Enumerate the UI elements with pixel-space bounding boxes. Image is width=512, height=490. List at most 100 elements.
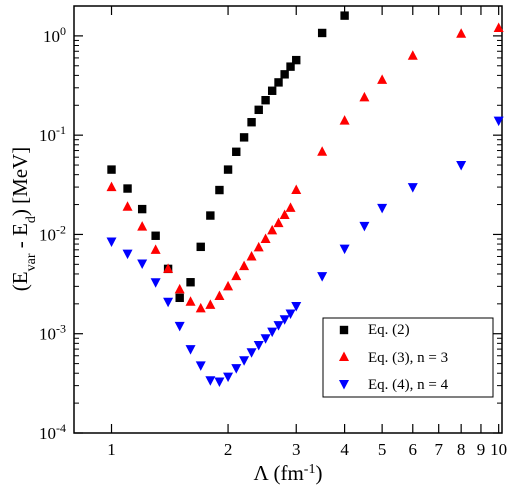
- data-point: [175, 293, 184, 303]
- data-point: [232, 147, 241, 156]
- legend-marker: [339, 325, 349, 335]
- data-point: [253, 340, 264, 351]
- data-point: [273, 321, 284, 331]
- x-tick-label: 1: [107, 440, 116, 459]
- data-point: [247, 118, 256, 127]
- y-tick-label: 10-3: [39, 322, 66, 344]
- data-point: [151, 231, 160, 240]
- data-point: [456, 28, 467, 38]
- data-point: [223, 372, 234, 383]
- data-point: [186, 278, 195, 287]
- data-point: [253, 241, 264, 252]
- data-point: [279, 315, 290, 325]
- data-point: [291, 184, 302, 195]
- x-axis-label: Λ (fm-1): [254, 461, 323, 485]
- data-point: [231, 364, 242, 374]
- data-point: [407, 183, 418, 193]
- y-axis-label-sub-b: d: [24, 216, 39, 223]
- data-point: [286, 62, 295, 71]
- data-point: [106, 237, 117, 247]
- data-point: [261, 96, 270, 105]
- data-point: [359, 91, 370, 102]
- y-tick-label: 10-4: [39, 421, 66, 443]
- data-point: [493, 116, 504, 127]
- data-point: [239, 133, 249, 142]
- legend-marker: [339, 351, 349, 361]
- x-axis-label-main: Λ (fm: [254, 461, 304, 485]
- x-tick-label: 7: [434, 440, 443, 459]
- data-point: [137, 221, 148, 231]
- y-axis-label: (Evar - Ed) [MeV]: [8, 147, 39, 291]
- data-point: [137, 259, 148, 269]
- data-point: [317, 28, 327, 38]
- data-point: [285, 202, 296, 212]
- y-tick-label: 10-1: [39, 123, 66, 145]
- data-point: [239, 356, 250, 366]
- y-tick-label: 10-2: [39, 222, 66, 244]
- x-tick-label: 10: [490, 440, 507, 459]
- data-point: [123, 184, 132, 193]
- y-tick-label: 100: [43, 24, 66, 46]
- data-point: [223, 165, 233, 174]
- data-point: [280, 70, 289, 79]
- data-marks: [106, 11, 504, 388]
- y-axis-label-a: (E: [8, 271, 32, 291]
- data-point: [214, 377, 225, 388]
- data-point: [246, 348, 257, 358]
- series-1: [107, 11, 349, 303]
- legend-label-eq4: Eq. (4), n = 4: [368, 377, 449, 393]
- data-point: [456, 161, 467, 171]
- data-point: [377, 203, 388, 214]
- data-point: [254, 105, 263, 115]
- x-tick-label: 4: [340, 440, 349, 459]
- y-axis-label-sub-a: var: [24, 253, 39, 271]
- y-axis-label-c: ) [MeV]: [8, 147, 32, 216]
- data-point: [340, 11, 349, 20]
- data-point: [205, 376, 216, 386]
- data-point: [239, 260, 250, 271]
- plot-frame: [73, 5, 503, 434]
- data-point: [493, 22, 504, 33]
- legend: Eq. (2) Eq. (3), n = 3 Eq. (4), n = 4: [322, 317, 494, 398]
- legend-label-eq2: Eq. (2): [368, 322, 410, 338]
- x-tick-label: 9: [477, 440, 486, 459]
- legend-markers: [339, 325, 349, 390]
- data-point: [267, 327, 278, 338]
- data-point: [291, 302, 302, 312]
- data-point: [185, 296, 196, 306]
- data-point: [267, 86, 277, 95]
- data-point: [339, 244, 350, 255]
- data-point: [150, 278, 161, 288]
- legend-marker: [339, 380, 349, 390]
- data-point: [174, 321, 185, 332]
- data-point: [106, 181, 117, 192]
- data-point: [260, 233, 271, 243]
- series-3: [106, 116, 504, 388]
- data-point: [279, 209, 290, 219]
- data-point: [339, 115, 350, 125]
- data-point: [195, 361, 206, 371]
- x-axis-label-sup: -1: [304, 462, 316, 477]
- data-point: [359, 221, 370, 232]
- data-point: [185, 345, 196, 355]
- data-point: [174, 283, 185, 294]
- axis-ticks: 1 2 3 4 5 6 7 8 9 10 10-4 10-3 10-2 10-1 100: [39, 5, 507, 459]
- data-point: [107, 165, 116, 174]
- data-point: [231, 270, 242, 281]
- series-2: [106, 22, 504, 313]
- x-axis-label-end: ): [315, 461, 322, 485]
- data-point: [206, 211, 215, 220]
- x-tick-label: 2: [224, 440, 233, 459]
- data-point: [122, 249, 133, 260]
- data-point: [260, 334, 271, 344]
- x-tick-label: 6: [409, 440, 418, 459]
- data-point: [205, 299, 216, 309]
- data-point: [195, 302, 206, 313]
- x-tick-label: 3: [292, 440, 301, 459]
- data-point: [163, 263, 174, 273]
- data-point: [163, 297, 174, 308]
- data-point: [137, 204, 147, 214]
- legend-box: [322, 317, 494, 398]
- data-point: [196, 242, 205, 252]
